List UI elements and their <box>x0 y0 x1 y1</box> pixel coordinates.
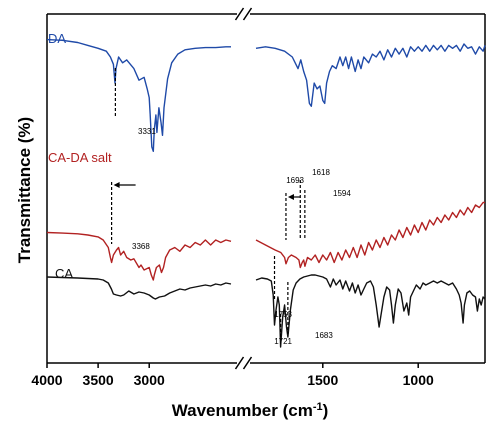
series-line-ca-da-salt-left <box>46 231 232 281</box>
series-label-da: DA <box>48 31 66 46</box>
shift-arrow-head-3368 <box>113 182 120 188</box>
x-axis-title-tail: ) <box>323 401 329 420</box>
series-line-da-left <box>46 38 231 153</box>
x-tick-label-3000: 3000 <box>134 372 165 388</box>
peak-label-1618: 1618 <box>312 168 330 177</box>
x-tick-layer: 4000 3500 3000 1500 1000 <box>31 363 434 388</box>
axis-break-mark-1-0 <box>234 356 245 370</box>
axis-break-mark-0-0 <box>234 7 245 21</box>
series-layer: DA CA-DA salt CA <box>46 31 486 348</box>
x-tick-label-1000: 1000 <box>403 372 434 388</box>
shift-arrow-head-1693 <box>287 194 294 200</box>
x-axis-title-main: Wavenumber (cm <box>172 401 313 420</box>
axis-break-mark-0-1 <box>242 7 253 21</box>
axis-break-mark-1-1 <box>242 356 253 370</box>
peak-label-1721: 1721 <box>274 337 292 346</box>
series-line-ca-da-salt-right <box>255 201 485 269</box>
annotation-layer: 3331 3368 1693 1618 1594 1753 1721 1683 <box>111 68 351 346</box>
series-line-da-right <box>255 43 486 108</box>
series-line-ca-right <box>255 274 486 348</box>
peak-label-3368: 3368 <box>132 242 150 251</box>
y-axis-title: Transmittance (%) <box>15 117 34 263</box>
x-axis-title-sup: -1 <box>313 401 323 413</box>
x-tick-label-4000: 4000 <box>31 372 62 388</box>
peak-label-3331: 3331 <box>138 127 156 136</box>
series-line-ca-left <box>46 276 232 300</box>
x-tick-label-3500: 3500 <box>83 372 114 388</box>
x-axis-title: Wavenumber (cm-1) <box>172 401 329 420</box>
peak-label-1594: 1594 <box>333 189 351 198</box>
peak-label-1693: 1693 <box>286 176 304 185</box>
plot-frame <box>46 7 486 370</box>
series-label-ca: CA <box>55 266 73 281</box>
peak-label-1683: 1683 <box>315 331 333 340</box>
x-tick-label-1500: 1500 <box>307 372 338 388</box>
peak-label-1753: 1753 <box>274 310 292 319</box>
series-label-ca-da-salt: CA-DA salt <box>48 150 112 165</box>
